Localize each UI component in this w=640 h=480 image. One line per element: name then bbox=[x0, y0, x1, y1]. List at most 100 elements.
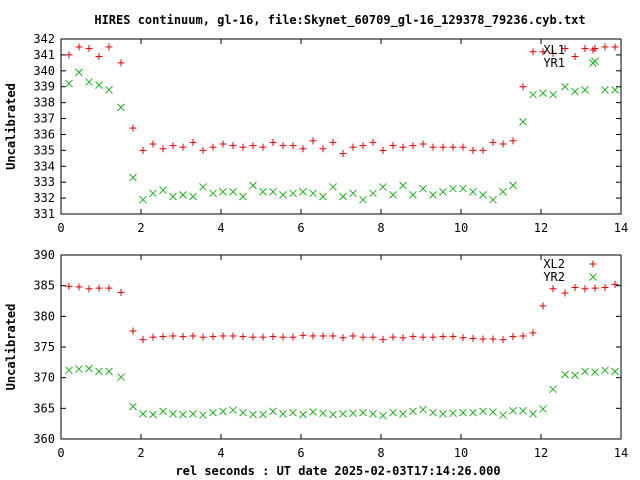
data-point bbox=[289, 408, 297, 417]
data-point bbox=[85, 285, 93, 293]
data-point bbox=[209, 333, 217, 341]
data-point bbox=[601, 284, 609, 292]
data-point bbox=[479, 191, 487, 199]
data-point bbox=[611, 367, 619, 376]
data-point bbox=[601, 43, 609, 51]
data-point bbox=[539, 48, 547, 56]
data-point bbox=[379, 146, 387, 154]
data-point bbox=[509, 181, 517, 190]
data-point bbox=[339, 192, 347, 201]
data-point bbox=[469, 146, 477, 154]
data-point bbox=[199, 333, 207, 341]
data-point bbox=[159, 145, 167, 153]
data-point bbox=[369, 409, 377, 418]
data-point bbox=[249, 410, 257, 419]
data-point bbox=[419, 333, 427, 341]
data-point bbox=[75, 283, 83, 291]
y-tick-label: 335 bbox=[33, 143, 55, 157]
data-point bbox=[95, 367, 103, 376]
data-point bbox=[581, 285, 589, 293]
data-point bbox=[529, 90, 537, 99]
data-point bbox=[329, 138, 337, 146]
y-tick-label: 340 bbox=[33, 64, 55, 78]
data-point bbox=[95, 53, 103, 60]
data-point bbox=[499, 411, 507, 419]
data-point bbox=[75, 365, 83, 373]
data-point bbox=[249, 333, 257, 341]
data-point bbox=[379, 336, 387, 344]
data-point bbox=[359, 142, 367, 150]
data-point bbox=[299, 187, 307, 196]
data-point bbox=[169, 192, 177, 201]
data-point bbox=[169, 409, 177, 418]
data-point bbox=[319, 145, 327, 153]
data-point bbox=[571, 371, 579, 380]
data-point bbox=[269, 407, 277, 416]
y-tick-label: 341 bbox=[33, 48, 55, 62]
data-point bbox=[117, 103, 125, 112]
x-tick-label: 4 bbox=[217, 221, 224, 235]
y-tick-label: 339 bbox=[33, 80, 55, 94]
data-point bbox=[259, 143, 267, 151]
x-tick-label: 14 bbox=[614, 446, 628, 460]
data-point bbox=[549, 49, 557, 57]
data-point bbox=[389, 142, 397, 150]
data-point bbox=[239, 408, 247, 417]
data-point bbox=[489, 195, 497, 204]
data-point bbox=[159, 186, 167, 194]
data-point bbox=[611, 43, 619, 51]
data-point bbox=[229, 332, 237, 340]
data-point bbox=[439, 409, 447, 418]
data-point bbox=[601, 366, 609, 375]
data-point bbox=[449, 333, 457, 341]
y-tick-label: 332 bbox=[33, 191, 55, 205]
y-axis-label: Uncalibrated bbox=[4, 304, 18, 391]
data-point bbox=[549, 285, 557, 293]
data-point bbox=[289, 189, 297, 198]
data-point bbox=[349, 189, 357, 198]
data-point bbox=[571, 53, 579, 60]
data-point bbox=[149, 410, 157, 419]
data-point bbox=[581, 45, 589, 53]
data-point bbox=[369, 333, 377, 341]
chart-title: HIRES continuum, gl-16, file:Skynet_6070… bbox=[94, 13, 585, 28]
data-point bbox=[105, 43, 113, 51]
data-point bbox=[561, 45, 569, 53]
legend-marker bbox=[589, 260, 597, 268]
data-point bbox=[439, 333, 447, 341]
data-point bbox=[439, 143, 447, 151]
data-point bbox=[149, 189, 157, 198]
data-point bbox=[219, 140, 227, 148]
data-point bbox=[439, 187, 447, 196]
data-point bbox=[339, 334, 347, 342]
data-point bbox=[581, 367, 589, 376]
data-point bbox=[159, 333, 167, 341]
data-point bbox=[369, 138, 377, 146]
data-point bbox=[219, 407, 227, 416]
data-point bbox=[329, 410, 337, 419]
data-point bbox=[409, 333, 417, 341]
data-point bbox=[429, 191, 437, 199]
data-point bbox=[105, 367, 113, 376]
y-axis-label: Uncalibrated bbox=[4, 83, 18, 170]
x-tick-label: 12 bbox=[534, 221, 548, 235]
data-point bbox=[259, 410, 267, 419]
data-point bbox=[581, 86, 589, 94]
data-point bbox=[459, 184, 467, 193]
data-point bbox=[129, 173, 137, 182]
data-point bbox=[489, 138, 497, 146]
data-point bbox=[489, 408, 497, 416]
data-point bbox=[289, 142, 297, 150]
plot-frame bbox=[60, 38, 622, 215]
legend-label: XL1 bbox=[543, 43, 565, 57]
data-point bbox=[429, 143, 437, 151]
data-point bbox=[409, 142, 417, 150]
series-YR1 bbox=[65, 57, 619, 204]
x-tick-label: 14 bbox=[614, 221, 628, 235]
data-point bbox=[379, 411, 387, 420]
data-point bbox=[329, 332, 337, 340]
data-point bbox=[269, 187, 277, 196]
y-tick-label: 385 bbox=[33, 279, 55, 293]
data-point bbox=[349, 143, 357, 151]
data-point bbox=[539, 89, 547, 97]
